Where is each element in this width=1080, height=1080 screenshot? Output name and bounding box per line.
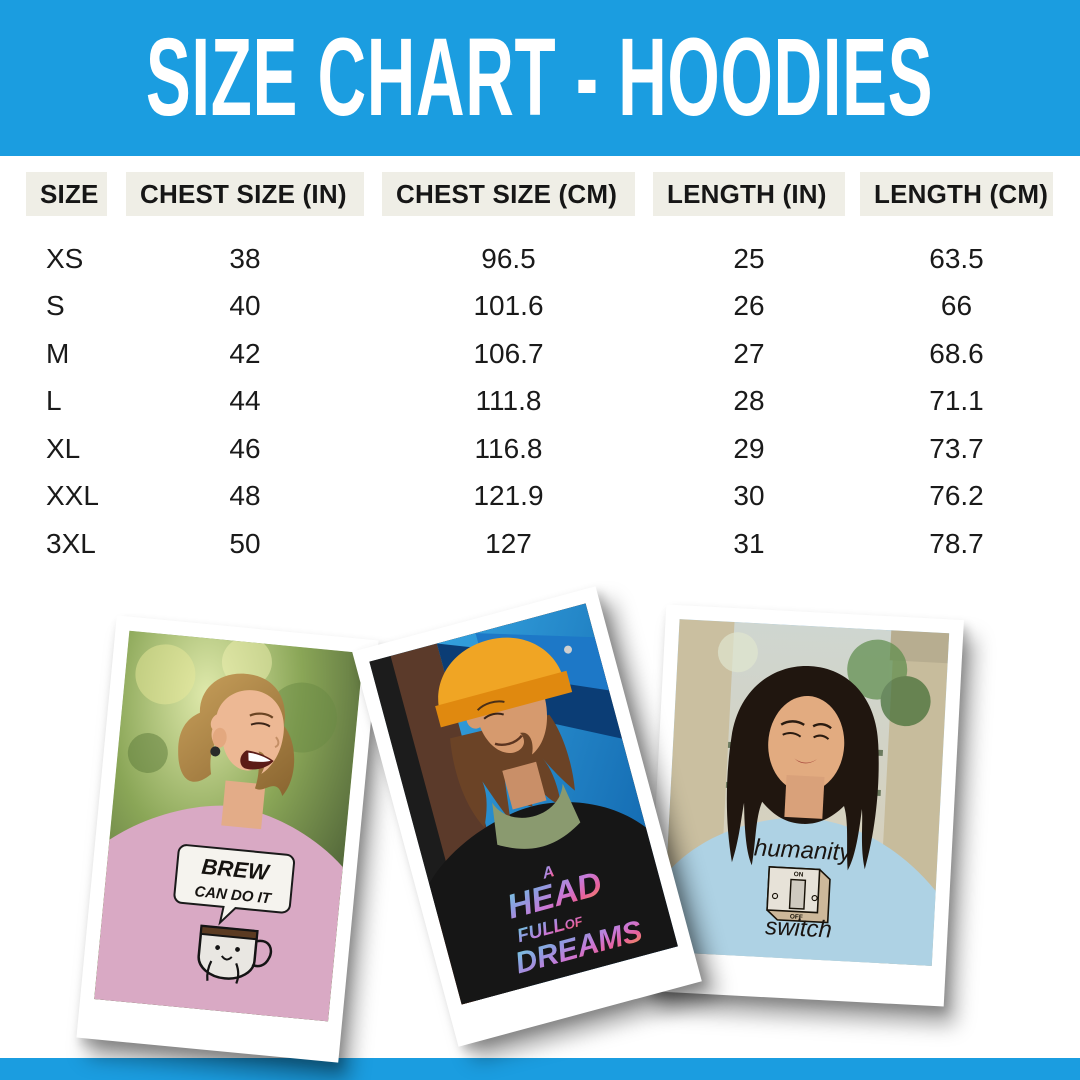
svg-text:switch: switch [765, 913, 833, 943]
svg-text:ON: ON [793, 871, 803, 879]
svg-text:humanity: humanity [753, 834, 854, 866]
